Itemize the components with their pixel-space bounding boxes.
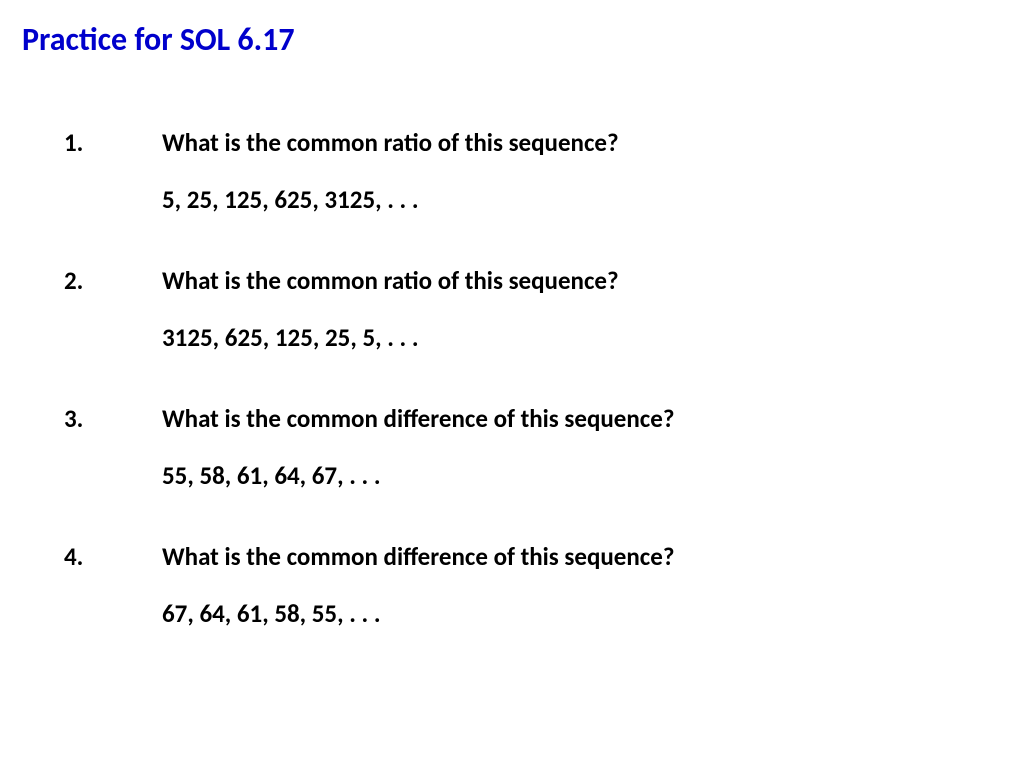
question-item: 2. What is the common ratio of this sequ…: [64, 265, 1002, 353]
question-body: What is the common ratio of this sequenc…: [162, 127, 1002, 215]
question-text: What is the common difference of this se…: [162, 541, 1002, 572]
question-sequence: 67, 64, 61, 58, 55, . . .: [162, 598, 1002, 629]
question-item: 1. What is the common ratio of this sequ…: [64, 127, 1002, 215]
question-text: What is the common ratio of this sequenc…: [162, 127, 1002, 158]
question-text: What is the common difference of this se…: [162, 403, 1002, 434]
question-number: 4.: [64, 541, 162, 629]
question-text: What is the common ratio of this sequenc…: [162, 265, 1002, 296]
page-title: Practice for SOL 6.17: [22, 20, 1002, 59]
question-body: What is the common ratio of this sequenc…: [162, 265, 1002, 353]
question-sequence: 5, 25, 125, 625, 3125, . . .: [162, 184, 1002, 215]
question-sequence: 55, 58, 61, 64, 67, . . .: [162, 460, 1002, 491]
question-number: 1.: [64, 127, 162, 215]
questions-list: 1. What is the common ratio of this sequ…: [22, 127, 1002, 629]
question-item: 4. What is the common difference of this…: [64, 541, 1002, 629]
question-item: 3. What is the common difference of this…: [64, 403, 1002, 491]
question-body: What is the common difference of this se…: [162, 541, 1002, 629]
question-number: 3.: [64, 403, 162, 491]
question-body: What is the common difference of this se…: [162, 403, 1002, 491]
question-sequence: 3125, 625, 125, 25, 5, . . .: [162, 322, 1002, 353]
question-number: 2.: [64, 265, 162, 353]
